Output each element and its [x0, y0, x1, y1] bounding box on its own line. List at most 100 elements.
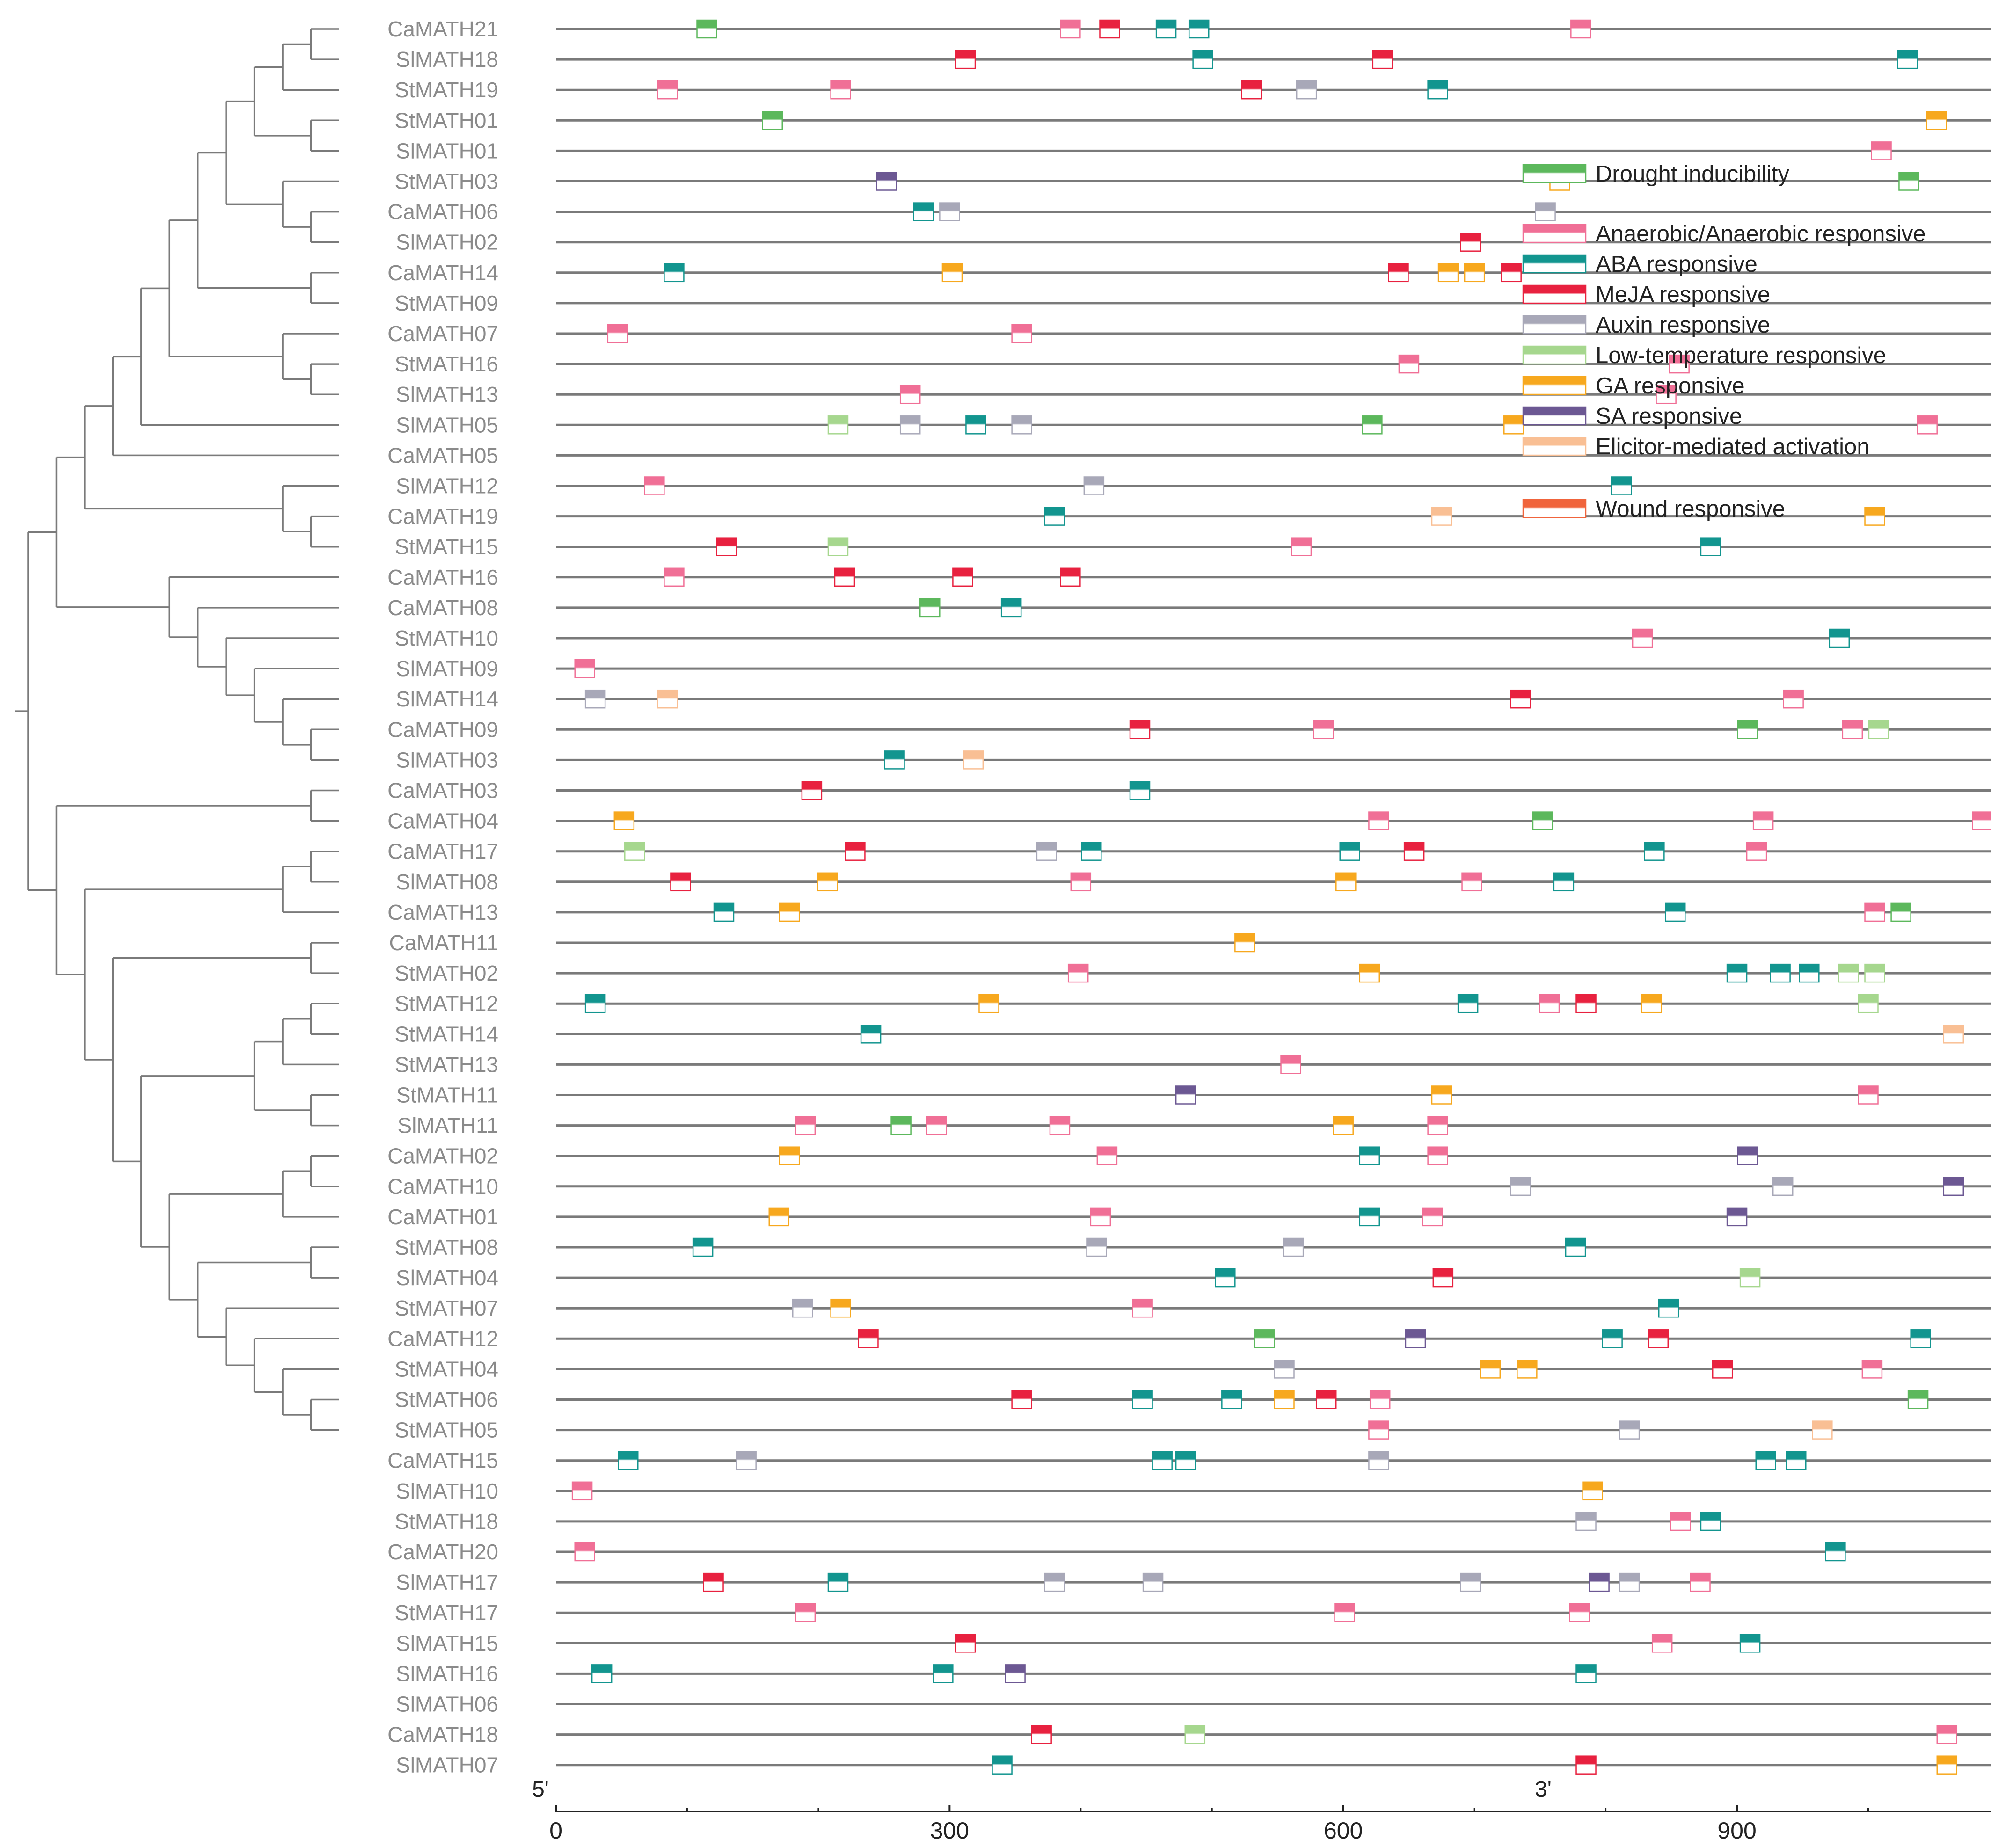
axis-tick-label: 900	[1717, 1818, 1756, 1844]
cis-element-aba	[692, 1237, 714, 1257]
gene-label: StMATH11	[396, 1083, 498, 1107]
cis-element-anaerobic	[1669, 354, 1690, 374]
gene-label: SlMATH05	[396, 413, 498, 437]
cis-element-anaerobic	[1280, 1055, 1301, 1074]
legend-swatch-sa	[1522, 406, 1587, 426]
cis-element-sa	[1005, 1664, 1026, 1683]
cis-element-anaerobic	[657, 80, 678, 100]
cis-element-aba	[913, 202, 934, 221]
cis-element-meja	[1241, 80, 1262, 100]
legend-swatch-wound	[1522, 499, 1587, 518]
cis-element-drought	[890, 1116, 912, 1135]
cis-element-meja	[1712, 1360, 1733, 1379]
cis-element-anaerobic	[1398, 354, 1420, 374]
cis-element-aba	[664, 263, 685, 283]
gene-label: SlMATH06	[396, 1692, 498, 1717]
gene-label: SlMATH14	[396, 687, 498, 711]
gene-label: CaMATH01	[387, 1205, 498, 1229]
gene-label: StMATH03	[394, 169, 498, 194]
gene-label: CaMATH17	[387, 839, 498, 864]
cis-element-meja	[1011, 1390, 1032, 1409]
cis-element-aba	[713, 902, 735, 922]
cis-element-lowtemp	[1739, 1268, 1761, 1288]
cis-element-meja	[1403, 842, 1425, 861]
cis-element-anaerobic	[1752, 811, 1774, 830]
cis-element-ga	[1234, 933, 1255, 953]
cis-element-meja	[845, 842, 866, 861]
cis-element-auxin	[1011, 415, 1032, 435]
cis-element-drought	[1890, 902, 1911, 922]
cis-element-meja	[670, 872, 691, 892]
cis-element-ga	[1333, 1116, 1354, 1135]
cis-element-auxin	[792, 1298, 813, 1318]
cis-element-ga	[1517, 1360, 1538, 1379]
cis-element-anaerobic	[1917, 415, 1938, 435]
gene-label: CaMATH02	[387, 1144, 498, 1168]
cis-element-anaerobic	[1334, 1603, 1355, 1622]
gene-label: SlMATH03	[396, 748, 498, 772]
cis-element-aba	[1339, 842, 1360, 861]
cis-element-ga	[817, 872, 838, 892]
cis-element-drought	[762, 111, 783, 130]
cis-element-aba	[1658, 1298, 1679, 1318]
cis-element-auxin	[1274, 1360, 1295, 1379]
cis-element-anaerobic	[1569, 1603, 1590, 1622]
cis-element-anaerobic	[1313, 720, 1334, 739]
gene-label: CaMATH19	[387, 504, 498, 529]
cis-element-aba	[1726, 963, 1748, 983]
cis-element-aba	[1739, 1634, 1761, 1653]
gene-label: StMATH17	[394, 1601, 498, 1625]
gene-label: StMATH04	[394, 1357, 498, 1381]
cis-element-auxin	[1575, 1512, 1597, 1531]
cis-element-aba	[992, 1755, 1013, 1775]
cis-element-aba	[1192, 50, 1213, 69]
legend-swatch-lowtemp	[1522, 345, 1587, 365]
cis-element-anaerobic	[1656, 385, 1677, 404]
gene-label: CaMATH18	[387, 1723, 498, 1747]
cis-element-sa	[1726, 1207, 1748, 1227]
cis-element-ga	[1480, 1360, 1501, 1379]
cis-element-lowtemp	[1868, 720, 1889, 739]
gene-label: CaMATH20	[387, 1540, 498, 1564]
legend-swatch-auxin	[1522, 315, 1587, 335]
legend-swatch-elicitor	[1522, 437, 1587, 456]
legend-swatch-drought	[1522, 164, 1587, 183]
cis-element-anaerobic	[644, 476, 665, 495]
cis-element-ga	[1503, 415, 1524, 435]
cis-element-anaerobic	[1427, 1116, 1448, 1135]
gene-label: StMATH08	[394, 1235, 498, 1259]
cis-element-auxin	[1460, 1572, 1481, 1592]
cis-element-aba	[965, 415, 986, 435]
cis-element-auxin	[1619, 1420, 1640, 1440]
cis-element-auxin	[1083, 476, 1105, 495]
cis-element-elicitor	[1943, 1025, 1964, 1044]
gene-label: SlMATH11	[397, 1113, 498, 1138]
cis-element-aba	[1080, 842, 1102, 861]
gene-label: StMATH06	[394, 1388, 498, 1412]
cis-element-anaerobic	[1864, 902, 1885, 922]
cis-element-aba	[1825, 1542, 1846, 1562]
cis-element-aba	[1755, 1451, 1776, 1470]
gene-label: StMATH12	[394, 991, 498, 1016]
cis-element-meja	[1388, 263, 1409, 283]
cis-element-ga	[830, 1298, 851, 1318]
cis-element-anaerobic	[1670, 1512, 1691, 1531]
cis-element-anaerobic	[1368, 1420, 1389, 1440]
legend-label-auxin: Auxin responsive	[1596, 313, 1770, 338]
gene-label: CaMATH12	[387, 1326, 498, 1351]
gene-label: StMATH14	[394, 1022, 498, 1046]
cis-element-ga	[1464, 263, 1485, 283]
cis-element-ga	[1431, 1085, 1452, 1105]
cis-element-aba	[1799, 963, 1820, 983]
cis-element-meja	[716, 537, 737, 556]
cis-element-meja	[1432, 1268, 1454, 1288]
cis-element-meja	[834, 567, 855, 587]
cis-element-anaerobic	[1067, 963, 1089, 983]
legend-swatch-aba	[1522, 254, 1587, 274]
gene-label: StMATH16	[394, 352, 498, 376]
cis-element-ga	[779, 1146, 800, 1165]
cis-element-auxin	[1036, 842, 1057, 861]
cis-element-ga	[779, 902, 800, 922]
cis-element-meja	[801, 781, 823, 800]
cis-element-ga	[1274, 1390, 1295, 1409]
